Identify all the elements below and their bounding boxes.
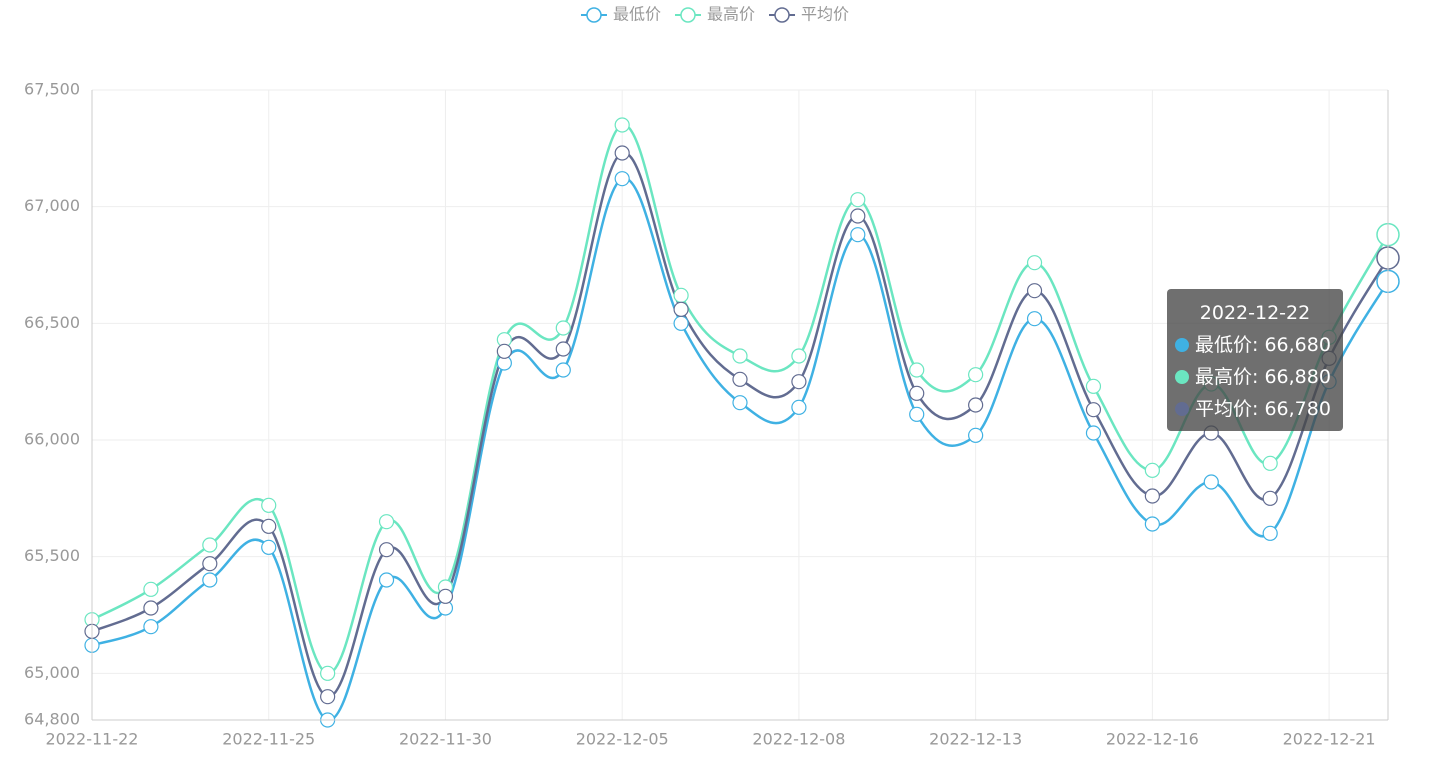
data-point — [673, 287, 689, 303]
axes: 64,800 65,000 65,500 66,000 66,500 67,000 67,5… — [24, 80, 1389, 749]
data-point — [850, 192, 866, 208]
data-point — [614, 171, 630, 187]
data-point — [1144, 516, 1160, 532]
legend: 最低价 最高价 平均价 — [580, 5, 849, 24]
data-point — [202, 556, 218, 572]
data-point — [791, 374, 807, 390]
tooltip-dot — [1175, 402, 1189, 416]
series-line — [91, 123, 1390, 675]
tooltip-dot — [1175, 338, 1189, 352]
data-point — [378, 572, 395, 588]
data-point — [143, 600, 159, 616]
x-tick-label: 2022-12-21 — [1283, 730, 1376, 749]
tooltip-dot — [1175, 370, 1189, 384]
x-tick-label: 2022-12-13 — [929, 730, 1022, 749]
legend-marker — [774, 7, 790, 23]
data-point — [909, 406, 925, 422]
data-point — [1144, 462, 1160, 478]
x-tick-label: 2022-12-05 — [576, 730, 669, 749]
tooltip: 2022-12-22 最低价: 66,680 最高价: 66,880 平均价: 66… — [1167, 289, 1343, 431]
data-point — [850, 208, 866, 224]
data-point — [261, 539, 277, 555]
data-point — [614, 145, 630, 161]
data-point — [968, 427, 984, 443]
data-point — [1026, 255, 1043, 271]
tooltip-row: 最高价: 66,880 — [1167, 361, 1343, 393]
data-point — [791, 399, 807, 415]
data-point — [143, 619, 159, 635]
tooltip-row: 最低价: 66,680 — [1167, 329, 1343, 361]
legend-label: 最低价 — [613, 5, 661, 24]
data-point — [555, 341, 571, 357]
data-point — [909, 385, 925, 401]
x-tick-label: 2022-12-16 — [1106, 730, 1199, 749]
data-point — [1203, 474, 1219, 490]
data-point — [320, 689, 336, 705]
data-point — [555, 320, 571, 336]
x-tick-label: 2022-11-22 — [46, 730, 139, 749]
data-point — [1085, 378, 1102, 394]
data-point — [496, 343, 512, 359]
tooltip-text: 最高价: 66,880 — [1195, 366, 1331, 388]
data-point — [1262, 455, 1278, 471]
y-tick-label: 67,500 — [24, 80, 80, 99]
data-point — [143, 581, 159, 597]
y-tick-label: 64,800 — [24, 710, 80, 729]
data-point — [555, 362, 571, 378]
tooltip-text: 平均价: 66,780 — [1195, 398, 1331, 420]
data-point — [261, 518, 277, 534]
data-point — [732, 371, 748, 387]
data-point — [202, 572, 218, 588]
x-tick-label: 2022-11-30 — [399, 730, 492, 749]
data-point — [850, 227, 866, 243]
tooltip-title: 2022-12-22 — [1199, 302, 1311, 324]
data-point — [437, 588, 454, 604]
y-tick-label: 67,000 — [24, 196, 80, 215]
y-tick-label: 66,500 — [24, 313, 80, 332]
data-point — [261, 497, 277, 513]
data-point — [1026, 283, 1043, 299]
data-point — [1262, 525, 1278, 541]
y-tick-label: 65,000 — [24, 663, 80, 682]
series-line — [91, 177, 1390, 722]
tooltip-row: 平均价: 66,780 — [1167, 393, 1343, 425]
data-point — [909, 362, 925, 378]
data-point — [202, 537, 218, 553]
data-point — [968, 397, 984, 413]
data-point — [791, 348, 807, 364]
y-tick-label: 65,500 — [24, 546, 80, 565]
data-point — [320, 665, 336, 681]
data-point — [1085, 425, 1102, 441]
data-point — [1026, 311, 1043, 327]
data-point — [1085, 402, 1102, 418]
x-tick-label: 2022-11-25 — [222, 730, 315, 749]
legend-marker — [680, 7, 696, 23]
data-point — [1262, 490, 1278, 506]
x-tick-label: 2022-12-08 — [752, 730, 845, 749]
data-point — [732, 395, 748, 411]
legend-label: 最高价 — [707, 5, 755, 24]
data-point — [673, 301, 689, 317]
data-point — [378, 542, 395, 558]
data-point — [673, 315, 689, 331]
data-point — [732, 348, 748, 364]
legend-label: 平均价 — [801, 5, 849, 24]
y-tick-label: 66,000 — [24, 430, 80, 449]
data-point — [614, 117, 630, 133]
data-point — [378, 514, 395, 530]
series-points — [84, 117, 1400, 728]
legend-marker — [586, 7, 602, 23]
tooltip-text: 最低价: 66,680 — [1195, 334, 1331, 356]
data-point — [1144, 488, 1160, 504]
data-point — [968, 367, 984, 383]
